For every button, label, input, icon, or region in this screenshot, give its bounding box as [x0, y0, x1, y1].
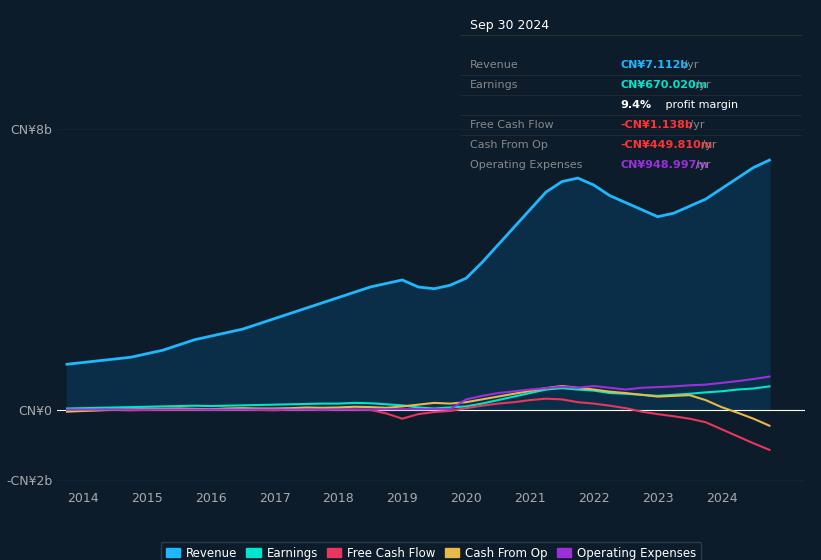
Text: -CN¥449.810m: -CN¥449.810m — [621, 140, 713, 150]
Text: CN¥948.997m: CN¥948.997m — [621, 160, 709, 170]
Text: Earnings: Earnings — [470, 80, 519, 90]
Text: CN¥670.020m: CN¥670.020m — [621, 80, 708, 90]
Text: Revenue: Revenue — [470, 60, 519, 70]
Legend: Revenue, Earnings, Free Cash Flow, Cash From Op, Operating Expenses: Revenue, Earnings, Free Cash Flow, Cash … — [161, 542, 701, 560]
Text: -CN¥1.138b: -CN¥1.138b — [621, 120, 694, 130]
Text: /yr: /yr — [692, 80, 710, 90]
Text: Cash From Op: Cash From Op — [470, 140, 548, 150]
Text: /yr: /yr — [686, 120, 704, 130]
Text: Free Cash Flow: Free Cash Flow — [470, 120, 554, 130]
Text: 9.4%: 9.4% — [621, 100, 652, 110]
Text: profit margin: profit margin — [662, 100, 738, 110]
Text: Sep 30 2024: Sep 30 2024 — [470, 18, 549, 31]
Text: Operating Expenses: Operating Expenses — [470, 160, 583, 170]
Text: CN¥7.112b: CN¥7.112b — [621, 60, 689, 70]
Text: /yr: /yr — [680, 60, 698, 70]
Text: /yr: /yr — [698, 140, 717, 150]
Text: /yr: /yr — [692, 160, 710, 170]
